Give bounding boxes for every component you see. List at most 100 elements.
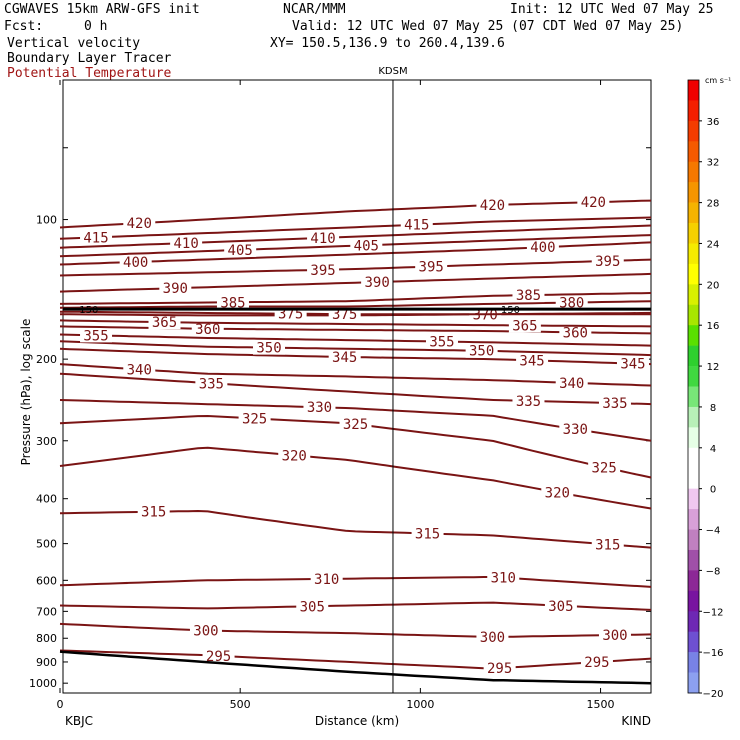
y-tick-label: 200 (36, 353, 57, 366)
colorbar-segment (688, 488, 699, 510)
isentrope-label-385: 385 (516, 288, 541, 304)
colorbar-segment (688, 304, 699, 326)
colorbar-segment (688, 509, 699, 530)
colorbar-segment (688, 570, 699, 592)
isentrope-label-420: 420 (480, 198, 505, 214)
isentrope-line-385 (59, 292, 652, 305)
isentrope-label-400: 400 (530, 240, 555, 256)
isentrope-line-420 (59, 199, 652, 229)
y-tick-label: 700 (36, 605, 57, 618)
colorbar-label: −20 (702, 689, 723, 700)
isentrope-label-400: 400 (123, 255, 148, 271)
colorbar-label: 24 (707, 239, 720, 250)
isentrope-label-bg (559, 421, 592, 437)
isentrope-label-310: 310 (491, 571, 516, 587)
isentrope-label-330: 330 (307, 400, 332, 416)
isentrope-label-bg (216, 294, 249, 310)
isentrope-label-345: 345 (519, 353, 544, 369)
isentrope-label-bg (483, 660, 516, 676)
colorbar-segment (688, 243, 699, 265)
isentrope-label-410: 410 (173, 236, 198, 252)
isentrope-label-bg (80, 229, 113, 245)
surface-pressure-line (59, 650, 652, 685)
valid-time: Valid: 12 UTC Wed 07 May 25 (07 CDT Wed … (292, 19, 684, 34)
isentrope-label-350: 350 (469, 344, 494, 360)
colorbar-segment (688, 141, 699, 163)
colorbar-label: −16 (702, 648, 723, 659)
isentrope-line-395 (59, 258, 652, 277)
isentrope-label-bg (350, 237, 383, 253)
isentrope-label-bg (123, 361, 156, 377)
isentrope-label-420: 420 (127, 216, 152, 232)
y-tick-label: 600 (36, 574, 57, 587)
isentrope-label-bg (119, 253, 152, 269)
isentrope-label-bg (616, 355, 649, 371)
colorbar-segment (688, 366, 699, 387)
isentrope-label-305: 305 (300, 599, 325, 615)
isentrope-label-bg (303, 399, 336, 415)
colorbar-segment (688, 590, 699, 612)
isentrope-label-320: 320 (545, 485, 570, 501)
plot-frame (62, 79, 652, 694)
isentrope-label-bg (580, 654, 613, 670)
colorbar-frame (687, 79, 700, 694)
y-tick-label: 500 (36, 538, 57, 551)
y-tick-label: 300 (36, 435, 57, 448)
y-axis-title: Pressure (hPa), log scale (19, 319, 33, 466)
colorbar-label: −12 (702, 607, 723, 618)
y-tick-label: 400 (36, 493, 57, 506)
isentrope-label-395: 395 (310, 263, 335, 279)
colorbar-label: 12 (707, 362, 720, 373)
isentrope-label-360: 360 (195, 322, 220, 338)
isentrope-label-330: 330 (563, 422, 588, 438)
colorbar-segment (688, 468, 699, 489)
isentrope-label-405: 405 (228, 243, 253, 259)
x-axis-title: Distance (km) (315, 714, 399, 728)
isentrope-label-bg (508, 317, 541, 333)
forecast-label: Fcst: (4, 19, 44, 34)
isentrope-label-305: 305 (548, 599, 573, 615)
isentrope-line-350 (59, 340, 652, 357)
isentrope-label-bg (476, 628, 509, 644)
colorbar-segment (688, 406, 699, 428)
isentrope-label-415: 415 (83, 230, 108, 246)
isentrope-label-bg (202, 647, 235, 663)
end-station-label: KIND (621, 714, 651, 728)
isentrope-label-bg (307, 261, 340, 277)
colorbar-label: 4 (710, 444, 716, 455)
isentrope-line-415 (59, 216, 652, 240)
isentrope-label-bg (137, 503, 170, 519)
isentrope-label-325: 325 (592, 460, 617, 476)
isentrope-label-bg (591, 536, 624, 552)
isentrope-label-bg (307, 229, 340, 245)
isentrope-line-335 (59, 372, 652, 406)
isentrope-label-390: 390 (364, 275, 389, 291)
isentrope-label-bg (516, 352, 549, 368)
isentrope-label-320: 320 (282, 448, 307, 464)
field-label-vertical-velocity: Vertical velocity (7, 36, 141, 51)
isentrope-label-345: 345 (620, 357, 645, 373)
colorbar-segment (688, 263, 699, 285)
colorbar-unit: cm s⁻¹ (705, 76, 731, 85)
colorbar-segment (688, 549, 699, 571)
isentrope-label-420: 420 (581, 195, 606, 211)
isentrope-label-bg (310, 570, 343, 586)
x-tick-label: 1500 (587, 698, 615, 711)
isentrope-label-bg (555, 374, 588, 390)
colorbar-segment (688, 386, 699, 408)
model-title: CGWAVES 15km ARW-GFS init (4, 2, 200, 17)
isentrope-label-300: 300 (480, 630, 505, 646)
isentrope-line-410 (59, 224, 652, 249)
isentrope-label-410: 410 (310, 231, 335, 247)
isentrope-label-395: 395 (419, 260, 444, 276)
isentrope-label-380: 380 (559, 296, 584, 312)
isentrope-line-295 (59, 649, 652, 670)
isentrope-label-bg (411, 525, 444, 541)
colorbar-segment (688, 529, 699, 551)
org-label: NCAR/MMM (283, 2, 346, 17)
isentrope-label-bg (512, 392, 545, 408)
isentrope-label-bg (328, 349, 361, 365)
isentrope-label-bg (577, 194, 610, 210)
isentrope-line-355 (59, 333, 652, 347)
